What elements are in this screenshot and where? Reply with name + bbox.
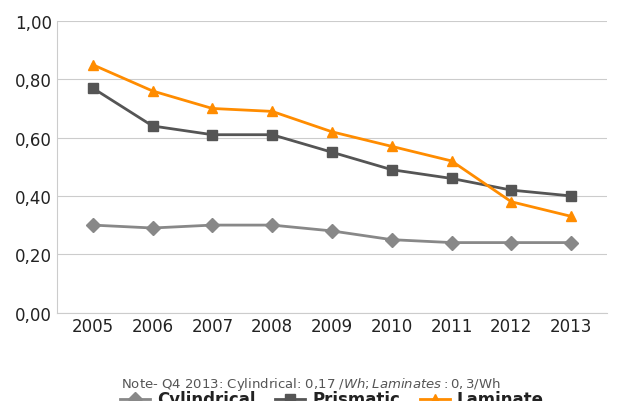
Text: Note- Q4 2013: Cylindrical: 0,17 $/Wh ; Laminates: 0,3$/Wh: Note- Q4 2013: Cylindrical: 0,17 $/Wh ; … [121,375,501,392]
Legend: Cylindrical, Prismatic, Laminate: Cylindrical, Prismatic, Laminate [114,384,550,401]
